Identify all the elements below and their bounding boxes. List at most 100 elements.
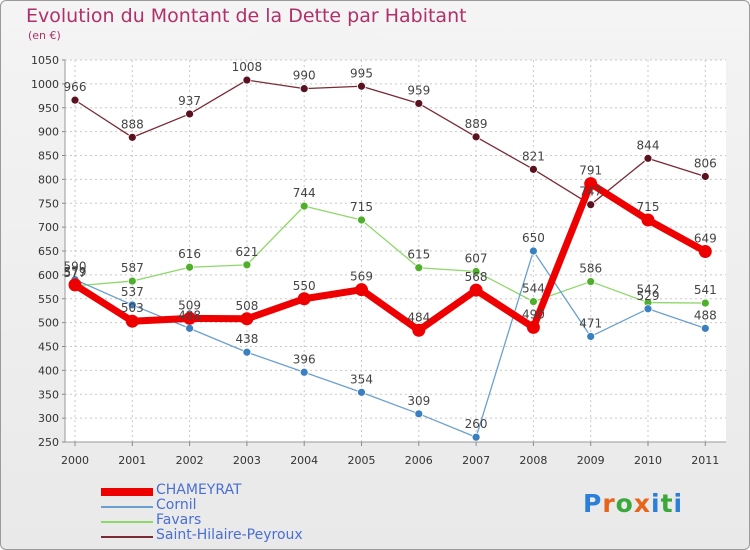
data-point — [357, 215, 366, 225]
data-point — [299, 367, 309, 377]
series-line — [74, 250, 706, 438]
x-tick-label: 2000 — [61, 454, 89, 467]
x-tick-label: 2003 — [233, 454, 261, 467]
data-point — [70, 95, 80, 105]
data-point — [414, 99, 424, 108]
legend-label: CHAMEYRAT — [156, 482, 242, 498]
x-tick-label: 2002 — [176, 454, 204, 467]
data-label: 579 — [64, 265, 87, 279]
data-label: 791 — [579, 164, 602, 178]
data-label: 550 — [293, 279, 316, 293]
data-label: 821 — [522, 149, 545, 163]
chart-title: Evolution du Montant de la Dette par Hab… — [26, 5, 467, 27]
legend-label: Saint-Hilaire-Peyroux — [156, 527, 303, 543]
data-point — [183, 311, 197, 325]
y-tick-label: 750 — [38, 197, 59, 210]
data-label: 542 — [637, 283, 660, 297]
y-tick-label: 950 — [38, 102, 59, 115]
x-tick-label: 2010 — [634, 454, 662, 467]
data-label: 959 — [407, 83, 430, 97]
data-label: 488 — [178, 308, 201, 322]
x-tick-label: 2008 — [519, 454, 547, 467]
data-point — [586, 277, 596, 286]
x-tick-label: 2007 — [462, 454, 490, 467]
data-label: 995 — [350, 66, 373, 80]
data-label: 509 — [178, 298, 201, 312]
y-tick-label: 1000 — [31, 78, 59, 91]
logo-letter: t — [660, 489, 674, 518]
data-point — [414, 263, 424, 273]
series-line — [71, 180, 709, 334]
logo-letter: o — [615, 489, 634, 518]
data-label: 577 — [64, 266, 87, 280]
data-label: 615 — [407, 248, 430, 262]
y-tick-label: 800 — [38, 173, 59, 186]
x-tick-label: 2004 — [290, 454, 318, 467]
data-label: 715 — [637, 200, 660, 214]
logo-letter: i — [673, 489, 684, 518]
data-point — [529, 164, 538, 174]
data-point — [355, 283, 368, 297]
data-point — [299, 84, 309, 94]
data-label: 586 — [579, 262, 602, 276]
data-label: 529 — [637, 289, 660, 303]
data-point — [414, 409, 424, 419]
legend-swatch — [101, 536, 153, 538]
data-point — [700, 298, 710, 308]
data-label: 616 — [178, 247, 201, 261]
logo-letter: i — [651, 489, 661, 518]
data-label: 607 — [465, 252, 488, 266]
data-point — [68, 278, 82, 292]
legend-label: Cornil — [156, 497, 197, 513]
y-tick-label: 500 — [38, 317, 59, 330]
series-line — [74, 205, 706, 304]
data-label: 354 — [350, 372, 373, 386]
data-label: 844 — [637, 138, 660, 152]
data-label: 621 — [235, 245, 258, 259]
data-point — [698, 244, 712, 258]
data-point — [469, 283, 483, 297]
y-tick-label: 550 — [38, 293, 59, 306]
x-tick-label: 2011 — [691, 454, 719, 467]
data-point — [471, 132, 481, 142]
series-line — [74, 79, 706, 206]
data-label: 744 — [293, 186, 316, 200]
data-label: 650 — [522, 231, 545, 245]
y-tick-label: 850 — [38, 150, 59, 163]
data-label: 715 — [350, 200, 373, 214]
data-point — [185, 323, 195, 333]
x-tick-label: 2009 — [577, 454, 605, 467]
y-tick-label: 900 — [38, 126, 59, 139]
data-point — [297, 292, 311, 306]
data-point — [526, 320, 540, 334]
data-point — [127, 132, 137, 142]
data-point — [357, 387, 366, 397]
data-point — [185, 109, 195, 119]
data-point — [471, 267, 481, 276]
data-point — [529, 297, 538, 307]
data-point — [586, 332, 596, 341]
legend-swatch — [101, 506, 153, 508]
data-label: 568 — [465, 270, 488, 284]
data-point — [242, 260, 252, 270]
data-label: 396 — [293, 352, 316, 366]
data-point — [127, 276, 137, 286]
logo-letter: r — [602, 489, 616, 518]
data-point — [299, 201, 309, 211]
y-tick-label: 600 — [38, 269, 59, 282]
data-point — [641, 213, 655, 227]
x-tick-label: 2001 — [118, 454, 146, 467]
y-tick-label: 300 — [38, 412, 59, 425]
data-point — [357, 81, 366, 91]
legend-label: Favars — [156, 512, 202, 528]
data-point — [127, 300, 137, 310]
data-label: 587 — [121, 261, 144, 275]
data-label: 649 — [694, 231, 717, 245]
data-label: 471 — [579, 316, 602, 330]
x-tick-label: 2005 — [348, 454, 376, 467]
legend-swatch — [101, 488, 153, 496]
data-label: 747 — [579, 185, 602, 199]
proxiti-logo: Proxiti — [583, 489, 683, 518]
data-label: 544 — [522, 282, 545, 296]
